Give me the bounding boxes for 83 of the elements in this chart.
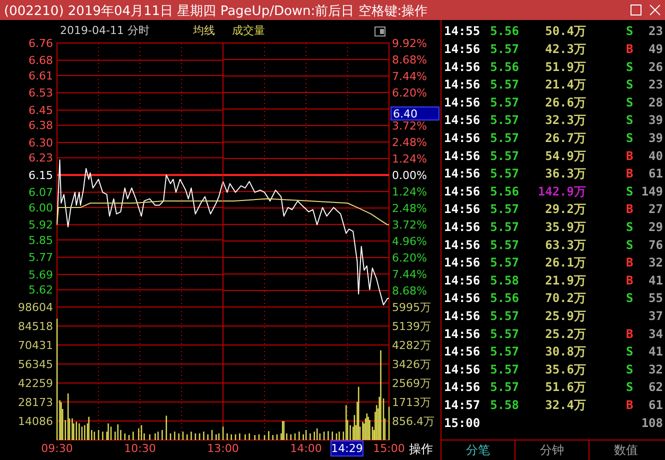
- text: 14:56 5.57 29.2万 B 27: [444, 202, 663, 216]
- text: 14:56 5.57 32.3万 S 39: [444, 113, 663, 128]
- y2-tick-label: 3.72%: [392, 119, 427, 132]
- y-tick-label: 98604: [18, 300, 53, 314]
- text: 操作: [409, 442, 433, 456]
- y2-tick-label: 3.72%: [392, 218, 427, 232]
- y-tick-label: 6.30: [28, 136, 53, 150]
- y-tick-label: 5.92: [28, 218, 53, 232]
- y2-tick-label: 1713万: [392, 396, 431, 409]
- text: 成交量: [232, 24, 265, 37]
- y2-tick-label: 7.44%: [392, 70, 427, 83]
- x-tick-label: 15:00: [373, 442, 405, 455]
- text: 14:56 5.56 142.9万 S 149: [444, 184, 663, 198]
- y2-tick-label: 4282万: [392, 338, 431, 352]
- y-tick-label: 6.15: [28, 168, 53, 182]
- text: 14:56 5.57 54.9万 B 40: [444, 148, 663, 163]
- chart-title: (002210) 2019年04月11日 星期四 PageUp/Down:前后日 空格键:操作: [4, 4, 428, 19]
- text: 数值: [614, 443, 638, 457]
- y-tick-label: 6.61: [28, 69, 53, 82]
- y-tick-label: 70431: [18, 338, 53, 352]
- text: 14:55 5.56 50.4万 S 23: [444, 24, 663, 38]
- text: 14:56 5.57 26.7万 S 39: [444, 131, 663, 145]
- text: 14:56 5.57 36.3万 B 61: [444, 166, 663, 181]
- y2-tick-label: 6.20%: [392, 86, 427, 100]
- y2-tick-label: 856.4万: [392, 414, 434, 428]
- x-tick-label: 13:00: [207, 442, 239, 455]
- y2-tick-label: 2.48%: [392, 202, 427, 215]
- text: 均线: [192, 24, 215, 37]
- y2-tick-label: 5995万: [392, 300, 431, 314]
- text: 14:56 5.56 51.9万 S 26: [444, 60, 663, 74]
- text: 14:56 5.57 51.6万 S 62: [444, 380, 663, 394]
- y-tick-label: 6.53: [28, 86, 53, 100]
- y-tick-label: 84518: [18, 320, 53, 333]
- x-tick-label: 14:00: [290, 442, 322, 455]
- text: 14:56 5.57 42.3万 B 49: [444, 42, 663, 56]
- x-tick-label: 10:30: [124, 442, 156, 455]
- y2-tick-label: 7.44%: [392, 268, 427, 281]
- y2-tick-label: 1.24%: [392, 152, 427, 166]
- text: 分笔: [466, 443, 490, 457]
- y2-tick-label: 2569万: [392, 376, 431, 390]
- text: 14:56 5.57 26.6万 S 28: [444, 95, 663, 110]
- y-tick-label: 6.45: [28, 104, 53, 117]
- text: 14:56 5.57 25.2万 B 34: [444, 326, 663, 341]
- y2-tick-label: 8.68%: [392, 284, 427, 298]
- text: 分钟: [540, 443, 564, 457]
- text: 14:56 5.57 30.8万 S 41: [444, 344, 663, 359]
- y2-tick-label: 2.48%: [392, 136, 427, 149]
- text: 14:56 5.58 21.9万 B 41: [444, 273, 663, 288]
- chart-subtitle: 2019-04-11 分时: [60, 24, 150, 37]
- y2-tick-label: 4.96%: [392, 234, 427, 248]
- text: 14:56 5.57 26.1万 B 32: [444, 256, 663, 270]
- y2-tick-label: 9.92%: [392, 36, 427, 50]
- y-tick-label: 5.62: [28, 284, 53, 297]
- y2-tick-label: 8.68%: [392, 53, 427, 66]
- y-tick-label: 14086: [18, 414, 53, 428]
- x-tick-label: 09:30: [41, 442, 73, 455]
- y2-tick-label: 0.00%: [392, 168, 427, 182]
- text: 14:56 5.57 63.3万 S 76: [444, 238, 663, 252]
- text: 14:29: [331, 442, 363, 455]
- y-tick-label: 6.76: [28, 36, 53, 50]
- y-tick-label: 5.69: [28, 268, 53, 282]
- y-tick-label: 6.68: [28, 54, 53, 68]
- text: 15:00 108: [444, 416, 663, 430]
- y-tick-label: 42259: [18, 376, 53, 390]
- y2-tick-label: 1.24%: [392, 185, 427, 198]
- y-tick-label: 6.00: [28, 201, 53, 214]
- text: 14:56 5.57 35.9万 S 29: [444, 220, 663, 234]
- y-tick-label: 6.38: [28, 119, 53, 132]
- text: 14:56 5.57 21.4万 S 23: [444, 78, 663, 92]
- y2-tick-label: 6.20%: [392, 251, 427, 264]
- y2-tick-label: 3426万: [392, 358, 431, 371]
- y-tick-label: 28173: [18, 396, 53, 409]
- y-tick-label: 5.85: [28, 234, 53, 247]
- y-tick-label: 5.77: [28, 251, 53, 264]
- text: 6.40: [393, 107, 418, 120]
- y-tick-label: 6.07: [28, 186, 53, 200]
- y-tick-label: 6.23: [28, 152, 53, 165]
- y2-tick-label: 5139万: [392, 320, 431, 333]
- text: 14:57 5.58 32.4万 B 61: [444, 398, 663, 412]
- y-tick-label: 56345: [18, 358, 53, 371]
- text: 14:56 5.56 70.2万 S 55: [444, 291, 663, 306]
- text: 14:56 5.57 35.6万 S 32: [444, 362, 663, 376]
- text: 14:56 5.57 25.9万 37: [444, 309, 663, 323]
